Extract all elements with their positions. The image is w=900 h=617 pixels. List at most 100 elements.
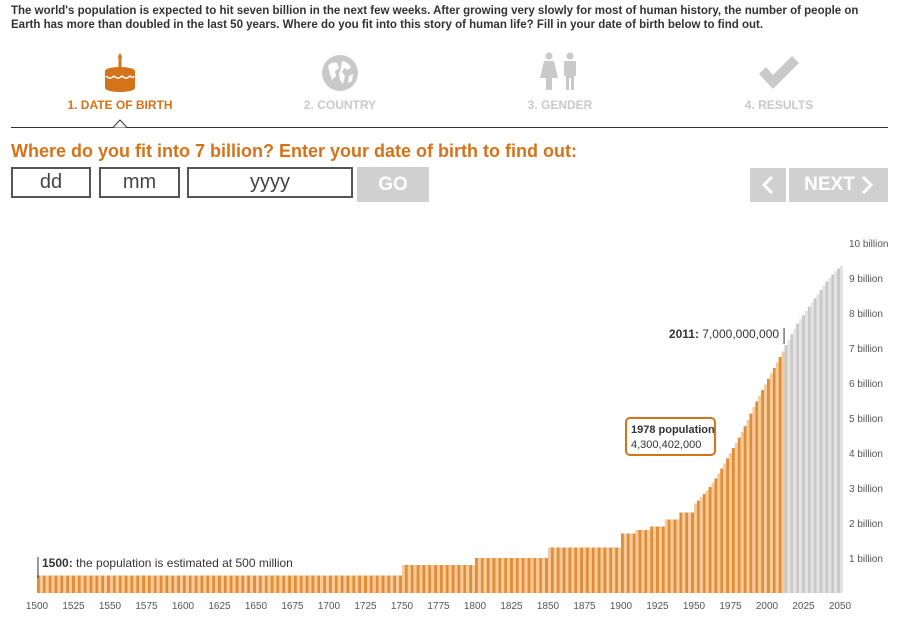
y-tick-label: 10 billion (849, 239, 888, 250)
population-bar (769, 373, 773, 593)
population-bar (743, 426, 747, 593)
population-bar (127, 575, 131, 593)
intro-text: The world's population is expected to hi… (11, 5, 859, 31)
population-bar (150, 575, 154, 593)
y-tick-label: 1 billion (849, 554, 883, 565)
population-bar (381, 575, 385, 593)
population-bar (165, 575, 169, 593)
population-bar (477, 558, 481, 593)
month-input[interactable] (99, 167, 180, 198)
step-date-of-birth[interactable]: 1. DATE OF BIRTH (50, 46, 190, 112)
population-bar (261, 575, 265, 593)
population-bar (285, 575, 289, 593)
population-bar (223, 575, 227, 593)
projected-bar (802, 315, 805, 593)
projected-bar (804, 310, 808, 593)
population-bar (185, 575, 189, 593)
previous-button[interactable] (750, 168, 786, 202)
population-bar (518, 558, 522, 593)
projected-bar (793, 328, 797, 593)
population-bar (673, 519, 677, 593)
question-heading: Where do you fit into 7 billion? Enter y… (11, 141, 577, 161)
population-bar (699, 497, 703, 593)
projected-bar (819, 289, 823, 593)
x-tick-label: 2000 (756, 601, 779, 612)
population-bar (626, 533, 630, 593)
population-bar (740, 431, 744, 593)
population-bar (664, 519, 668, 593)
step-label: 1. DATE OF BIRTH (67, 98, 173, 112)
active-step-caret (113, 119, 127, 128)
population-bar (112, 575, 116, 593)
population-bar (39, 575, 43, 593)
population-bar (758, 395, 762, 593)
population-bar (448, 565, 452, 593)
population-bar (253, 575, 256, 593)
year-input[interactable] (187, 167, 353, 198)
population-bar (337, 575, 341, 593)
population-bar (124, 575, 128, 593)
population-bar (308, 575, 312, 593)
population-bar (746, 420, 750, 593)
population-bar (708, 486, 712, 593)
day-input[interactable] (11, 167, 91, 198)
population-bar (250, 575, 254, 593)
population-bar (679, 512, 683, 593)
projected-bar (828, 278, 832, 593)
population-bar (369, 575, 373, 593)
population-bar (130, 575, 134, 593)
population-bar (594, 547, 598, 593)
population-bar (685, 512, 689, 593)
population-bar (767, 378, 770, 593)
x-tick-label: 1675 (281, 601, 304, 612)
population-bar (483, 558, 487, 593)
population-bar (512, 558, 516, 593)
population-bar (772, 367, 776, 593)
population-bar (133, 575, 137, 593)
population-bar (498, 558, 502, 593)
annotation-1500: 1500: the population is estimated at 500… (42, 556, 293, 570)
step-country[interactable]: 2. COUNTRY (270, 46, 410, 112)
population-bar (296, 575, 300, 593)
population-bar (761, 390, 765, 593)
x-tick-label: 1950 (683, 601, 706, 612)
next-button[interactable]: NEXT (789, 168, 888, 202)
population-bar (390, 575, 394, 593)
tooltip-1978: 1978 population 4,300,402,000 (625, 417, 716, 456)
population-bar (691, 512, 694, 593)
population-bar (139, 575, 143, 593)
population-bar (574, 547, 578, 593)
gender-icon (490, 46, 630, 92)
step-gender[interactable]: 3. GENDER (490, 46, 630, 112)
population-bar (737, 437, 741, 593)
projected-bar (787, 339, 791, 593)
population-bar (404, 565, 408, 593)
population-bar (650, 526, 654, 593)
population-bar (431, 565, 435, 593)
x-tick-label: 1725 (354, 601, 377, 612)
population-bar (153, 575, 157, 593)
x-tick-label: 1650 (245, 601, 268, 612)
population-bar (80, 575, 84, 593)
population-bar (457, 565, 461, 593)
population-bar (781, 351, 785, 593)
globe-icon (270, 46, 410, 92)
population-bar (658, 526, 662, 593)
population-bar (764, 384, 767, 593)
annotation-2011: 2011: 7,000,000,000 (669, 327, 779, 341)
population-bar (256, 575, 259, 593)
population-bar (723, 463, 727, 593)
population-bar (402, 565, 405, 593)
chevron-left-icon (762, 176, 774, 194)
go-button[interactable]: GO (357, 167, 429, 202)
population-bar (647, 530, 651, 593)
population-bar (635, 530, 639, 593)
population-bar (588, 547, 592, 593)
population-bar (273, 575, 277, 593)
x-tick-label: 1850 (537, 601, 560, 612)
population-bar (623, 533, 627, 593)
step-results[interactable]: 4. RESULTS (709, 46, 849, 112)
population-bar (530, 558, 534, 593)
population-bar (612, 547, 616, 593)
population-bar (194, 575, 198, 593)
